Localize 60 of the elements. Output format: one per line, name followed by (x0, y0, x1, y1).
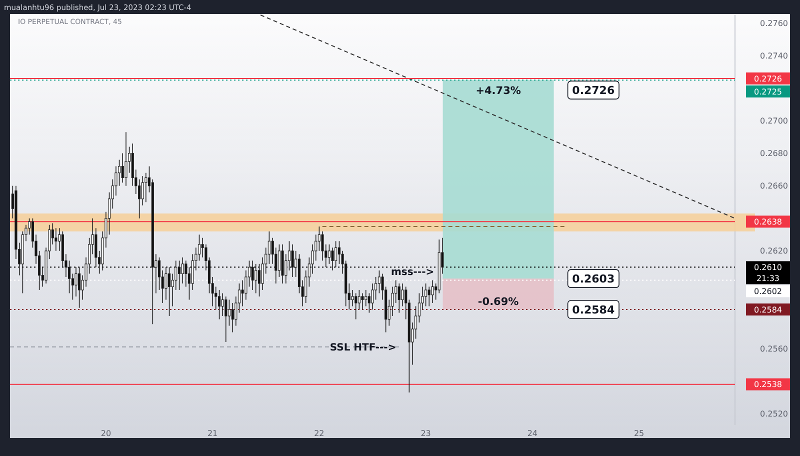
annotation: -0.69% (478, 296, 520, 308)
ref-line-label: 0.2584 (754, 305, 782, 314)
candlestick (328, 244, 331, 264)
candlestick (221, 292, 224, 316)
x-tick-label: 21 (207, 428, 218, 438)
y-tick-label: 0.2560 (760, 344, 788, 354)
y-tick-label: 0.2660 (760, 182, 788, 191)
y-tick-label: 0.2760 (760, 18, 788, 28)
candlestick (258, 264, 261, 297)
candlestick (218, 290, 221, 320)
annotation: SSL HTF---> (330, 342, 396, 354)
candlestick (354, 292, 358, 320)
x-tick-label: 25 (634, 428, 644, 438)
annotation: 0.2584 (572, 303, 615, 316)
y-tick-label: 0.2700 (760, 116, 788, 126)
candlestick (401, 283, 404, 307)
annotation: +4.73% (476, 84, 522, 97)
candlestick (231, 302, 234, 333)
ref-line-label: 0.2725 (754, 87, 782, 96)
candlestick (241, 280, 244, 307)
candlestick (144, 172, 148, 203)
annotation: 0.2726 (572, 84, 615, 97)
candlestick (398, 283, 400, 314)
y-tick-label: 0.2620 (760, 246, 788, 256)
ref-line-label: 0.2726 (754, 74, 782, 84)
annotation: 0.2603 (572, 272, 615, 286)
candlestick (251, 260, 254, 290)
y-tick-label: 0.2740 (760, 51, 788, 60)
candlestick (224, 296, 228, 342)
candlestick (358, 290, 360, 310)
candlestick (428, 286, 430, 307)
candlestick (121, 152, 124, 183)
x-tick-label: 20 (100, 428, 112, 438)
candlestick (378, 270, 381, 294)
candlestick (228, 299, 230, 326)
annotation: mss---> (390, 266, 434, 278)
ref-line-label: 0.2602 (754, 286, 782, 296)
candlestick (124, 132, 128, 186)
y-tick-label: 0.2680 (760, 149, 788, 158)
candlestick (78, 266, 81, 308)
candlestick (331, 247, 334, 271)
ref-line-label: 0.2610 21:33 (754, 262, 782, 283)
candlestick (168, 266, 171, 316)
ref-line-label: 0.2538 (754, 380, 782, 390)
candlestick (424, 283, 428, 307)
x-tick-label: 24 (527, 428, 538, 438)
candlestick (54, 228, 58, 252)
candlestick (364, 290, 368, 307)
candlestick (351, 290, 354, 307)
candlestick (361, 292, 364, 310)
ref-line-label: 0.2638 (754, 217, 782, 226)
y-tick-label: 0.2520 (760, 409, 788, 418)
candlestick (141, 176, 144, 206)
candlestick (184, 260, 188, 288)
x-tick-label: 22 (314, 428, 324, 438)
candlestick (368, 292, 370, 314)
candlestick (178, 260, 181, 290)
candlestick (334, 240, 338, 268)
candlestick (291, 244, 294, 278)
x-tick-label: 23 (420, 428, 431, 438)
